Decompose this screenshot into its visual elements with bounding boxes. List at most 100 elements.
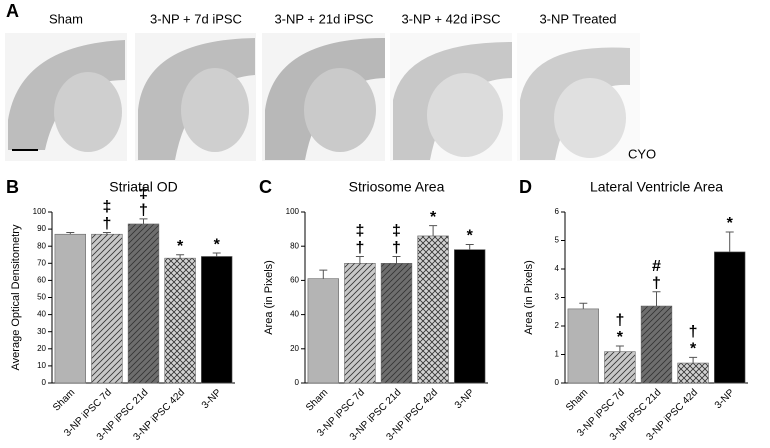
bar bbox=[677, 362, 709, 384]
y-tick-label: 100 bbox=[33, 207, 47, 216]
panel-letter: B bbox=[6, 177, 19, 197]
section-images bbox=[5, 33, 640, 161]
chart-title: Lateral Ventricle Area bbox=[590, 179, 723, 195]
y-tick-label: 2 bbox=[555, 321, 560, 330]
significance-mark: # bbox=[652, 258, 661, 275]
error-bar bbox=[102, 232, 111, 235]
bar bbox=[640, 305, 673, 384]
bar bbox=[307, 278, 339, 384]
significance-mark: * bbox=[727, 215, 734, 232]
significance-mark: † bbox=[102, 216, 111, 233]
bar bbox=[567, 308, 599, 384]
y-axis-label: Area (in Pixels) bbox=[263, 260, 275, 335]
x-tick-label: Sham bbox=[304, 387, 330, 413]
y-tick-label: 80 bbox=[37, 241, 46, 250]
error-bar bbox=[465, 243, 474, 250]
y-tick-label: 5 bbox=[555, 236, 560, 245]
panel-letter: A bbox=[6, 1, 19, 21]
error-bar bbox=[66, 232, 75, 235]
significance-mark: ‡ bbox=[392, 223, 401, 240]
bar bbox=[164, 257, 196, 384]
significance-mark: * bbox=[690, 341, 697, 358]
significance-mark: † bbox=[139, 202, 148, 219]
significance-mark: * bbox=[214, 236, 221, 253]
panel-letter: C bbox=[259, 177, 272, 197]
image-label: 3-NP + 21d iPSC bbox=[274, 11, 373, 26]
significance-mark: ‡ bbox=[102, 199, 111, 216]
y-tick-label: 0 bbox=[295, 378, 300, 387]
error-bar bbox=[392, 255, 401, 264]
image-note: CYO bbox=[628, 146, 656, 161]
x-tick-label: Sham bbox=[51, 387, 77, 413]
error-bar bbox=[429, 225, 438, 236]
error-bar bbox=[355, 255, 364, 264]
y-tick-label: 80 bbox=[290, 241, 299, 250]
error-bar bbox=[689, 356, 698, 364]
y-tick-label: 10 bbox=[37, 361, 46, 370]
y-tick-label: 3 bbox=[555, 293, 560, 302]
bar bbox=[417, 235, 449, 384]
x-tick-label: Sham bbox=[564, 387, 590, 413]
significance-mark: † bbox=[689, 324, 698, 341]
significance-mark: * bbox=[467, 228, 474, 245]
significance-mark: * bbox=[177, 238, 184, 255]
significance-mark: * bbox=[430, 209, 437, 226]
brain-section bbox=[390, 33, 512, 161]
y-tick-label: 70 bbox=[37, 258, 46, 267]
bar bbox=[344, 262, 376, 384]
significance-mark: * bbox=[617, 329, 624, 346]
bar bbox=[201, 256, 233, 384]
significance-mark: † bbox=[615, 312, 624, 329]
brain-section bbox=[5, 33, 127, 161]
error-bar bbox=[176, 254, 185, 259]
y-tick-label: 60 bbox=[37, 276, 46, 285]
brain-section bbox=[135, 33, 256, 161]
y-axis-label: Area (in Pixels) bbox=[523, 260, 535, 335]
bar bbox=[127, 223, 160, 384]
brain-section bbox=[517, 33, 640, 161]
y-tick-label: 90 bbox=[37, 224, 46, 233]
significance-mark: † bbox=[652, 275, 661, 292]
image-label: 3-NP + 7d iPSC bbox=[150, 11, 242, 26]
y-tick-label: 20 bbox=[37, 344, 46, 353]
significance-mark: † bbox=[355, 240, 364, 257]
y-tick-label: 6 bbox=[555, 207, 560, 216]
y-axis-label: Average Optical Densitometry bbox=[10, 224, 22, 370]
bar bbox=[54, 233, 86, 384]
y-tick-label: 50 bbox=[37, 293, 46, 302]
y-tick-label: 30 bbox=[37, 327, 46, 336]
y-tick-label: 20 bbox=[290, 344, 299, 353]
error-bar bbox=[615, 345, 624, 352]
brain-section bbox=[262, 33, 385, 161]
y-tick-label: 40 bbox=[37, 310, 46, 319]
y-tick-label: 60 bbox=[290, 276, 299, 285]
y-tick-label: 100 bbox=[286, 207, 300, 216]
bar bbox=[604, 351, 636, 384]
x-tick-label: 3-NP bbox=[200, 387, 224, 411]
x-tick-label: 3-NP bbox=[713, 387, 737, 411]
significance-mark: ‡ bbox=[355, 223, 364, 240]
significance-mark: † bbox=[392, 240, 401, 257]
error-bar bbox=[319, 269, 328, 279]
significance-mark: ‡ bbox=[139, 185, 148, 202]
error-bar bbox=[579, 302, 588, 309]
y-tick-label: 4 bbox=[555, 264, 560, 273]
panel-letter: D bbox=[519, 177, 532, 197]
y-tick-label: 1 bbox=[555, 350, 560, 359]
y-tick-label: 0 bbox=[555, 378, 560, 387]
chart-title: Striatal OD bbox=[109, 179, 177, 195]
image-label: 3-NP + 42d iPSC bbox=[401, 11, 500, 26]
error-bar bbox=[139, 218, 148, 224]
chart-title: Striosome Area bbox=[349, 179, 445, 195]
bar bbox=[454, 249, 486, 384]
image-label: Sham bbox=[49, 11, 83, 26]
image-label: 3-NP Treated bbox=[539, 11, 616, 26]
error-bar bbox=[212, 252, 221, 257]
bar bbox=[714, 251, 746, 384]
y-tick-label: 0 bbox=[42, 378, 47, 387]
bar bbox=[380, 262, 413, 384]
y-tick-label: 40 bbox=[290, 310, 299, 319]
x-tick-label: 3-NP bbox=[453, 387, 477, 411]
bar bbox=[91, 233, 123, 384]
